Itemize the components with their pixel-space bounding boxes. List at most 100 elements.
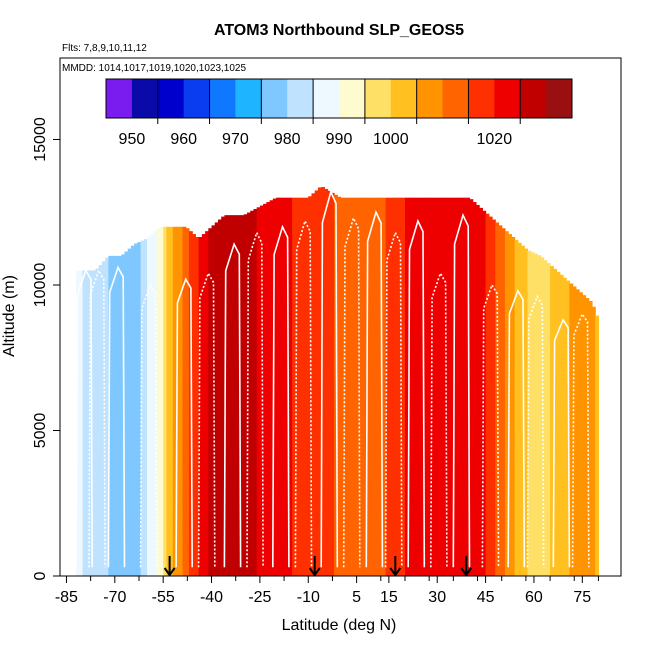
colorbar-segment [494,79,521,118]
slp-column [230,215,235,576]
slp-column [198,236,203,576]
arrow-head [389,567,402,577]
slp-column [214,222,219,577]
x-tick-label: 45 [477,589,495,606]
slp-column [143,239,148,576]
colorbar-segment [287,79,314,118]
x-tick-label: 15 [380,589,398,606]
slp-column [575,289,580,576]
slp-column [140,240,145,577]
slp-column [508,234,512,576]
slp-column [247,212,251,576]
colorbar-segment [209,79,236,118]
y-tick-label: 0 [32,571,49,580]
flight-profile [223,242,242,568]
slp-column [501,228,506,577]
colorbar-tick-label: 990 [326,131,353,148]
slp-column [288,197,293,576]
slp-column [259,205,264,577]
slp-column [269,200,274,577]
slp-column [359,197,364,576]
flight-profile [246,230,264,568]
slp-column [124,251,129,576]
slp-column [492,219,496,576]
slp-column [82,270,87,576]
slp-column [482,210,487,576]
slp-column [353,197,358,576]
x-tick-label: -70 [103,589,126,606]
flight-profile [342,215,361,568]
arrow-head [163,567,176,577]
flight-profile [107,265,126,568]
slp-column [227,215,232,576]
flight-profile [271,224,290,568]
slp-column [156,228,161,577]
slp-column [279,197,284,576]
arrow-head [308,567,321,577]
y-axis-label: Altitude (m) [1,275,18,357]
slp-column [430,197,435,576]
y-tick-label: 15000 [32,117,49,162]
slp-column [388,197,393,576]
slp-field [76,187,600,577]
slp-column [562,277,567,576]
slp-column [537,255,541,576]
slp-column [166,226,171,577]
slp-column [443,197,448,576]
x-tick-label: -55 [152,589,175,606]
slp-column [256,207,261,577]
slp-column [437,197,442,576]
slp-column [76,270,80,576]
slp-column [172,226,177,577]
slp-column [511,236,516,576]
slp-column [250,210,255,576]
slp-column [153,231,158,576]
slp-column [453,197,458,576]
flight-profile [175,277,193,568]
slp-column [95,268,100,576]
slp-column [588,300,593,576]
slp-column [114,255,119,576]
slp-column [382,197,387,576]
slp-column [185,228,190,577]
slp-column [101,261,106,576]
y-tick-label: 5000 [32,413,49,449]
slp-column [182,226,187,577]
slp-column [111,255,116,576]
slp-column [369,197,374,576]
colorbar-segment [183,79,211,118]
slp-column [427,197,432,576]
slp-column [524,248,529,577]
slp-column [459,197,464,576]
slp-column [475,204,480,576]
slp-column [446,197,451,576]
flight-profile [429,271,448,568]
slp-column [472,202,477,577]
slp-column [282,197,287,576]
slp-column [201,234,206,576]
slp-column [517,242,522,577]
slp-column [530,252,535,576]
slp-column [163,226,167,577]
colorbar-tick-label: 950 [119,131,146,148]
slp-column [411,197,416,576]
flight-profile [384,230,403,568]
slp-column [292,197,296,576]
slp-column [398,197,403,576]
flight-profile [75,268,93,568]
slp-column [572,286,577,576]
slp-column [130,245,135,576]
flight-profile [320,189,339,568]
flight-profile [481,283,500,568]
slp-column [195,236,200,576]
colorbar-segment [106,79,133,118]
slp-column [479,207,483,576]
x-tick-label: 75 [573,589,591,606]
colorbar-segment [313,79,340,118]
slp-column [550,266,554,576]
slp-column [469,199,474,576]
slp-column [569,283,574,576]
slp-column [301,197,306,576]
slp-column [434,197,438,576]
